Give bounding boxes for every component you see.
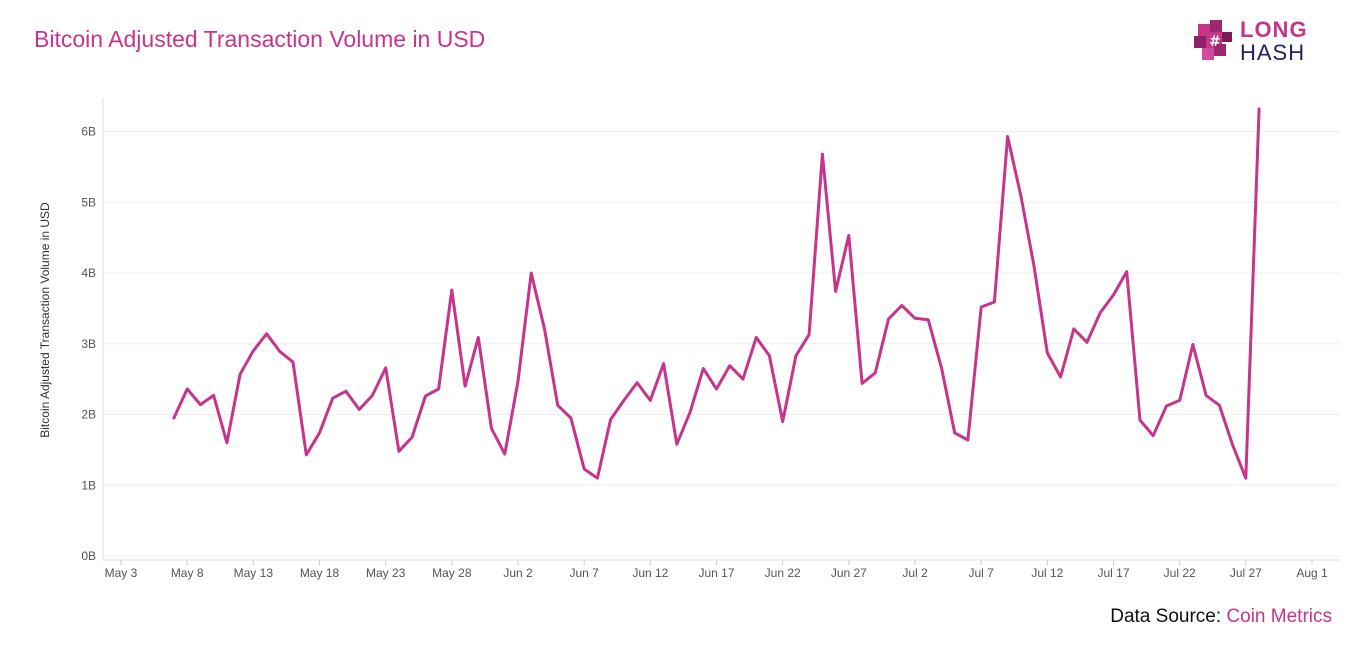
- x-tick-label: Jul 22: [1164, 566, 1196, 580]
- logo-line-2: HASH: [1240, 40, 1306, 65]
- x-tick-label: Jul 17: [1097, 566, 1129, 580]
- x-tick-label: Jul 7: [968, 566, 994, 580]
- cube-hash-icon: #: [1194, 20, 1232, 60]
- data-source-name: Coin Metrics: [1226, 606, 1332, 627]
- svg-text:#: #: [1209, 34, 1221, 50]
- logo-line-1: LONG: [1240, 17, 1308, 42]
- grid-lines: [103, 131, 1340, 557]
- y-tick-label: 4B: [81, 266, 96, 280]
- x-tick-label: Jun 12: [632, 566, 668, 580]
- x-tick-label: Jun 27: [831, 566, 867, 580]
- y-tick-label: 5B: [81, 195, 96, 209]
- y-tick-label: 0B: [81, 549, 96, 563]
- x-tick-label: May 18: [300, 566, 340, 580]
- x-tick-label: Aug 1: [1296, 566, 1328, 580]
- x-tick-label: May 3: [105, 566, 138, 580]
- data-source-label: Data Source:: [1110, 606, 1222, 627]
- y-axis-label: Bitcoin Adjusted Transaction Volume in U…: [38, 202, 52, 438]
- x-tick-label: Jul 2: [902, 566, 928, 580]
- x-tick-label: May 8: [171, 566, 204, 580]
- x-tick-label: Jun 2: [503, 566, 533, 580]
- x-tick-label: Jun 7: [569, 566, 599, 580]
- series-line: [172, 107, 1261, 480]
- y-axis-ticks: 0B 1B 2B 3B 4B 5B 6B: [81, 125, 96, 564]
- x-tick-label: Jul 27: [1230, 566, 1262, 580]
- x-tick-label: Jul 12: [1031, 566, 1063, 580]
- x-tick-label: May 28: [432, 566, 472, 580]
- x-axis-ticks: May 3 May 8 May 13 May 18 May 23 May 28 Jun 2 J…: [105, 560, 1328, 580]
- y-tick-label: 2B: [81, 408, 96, 422]
- x-tick-label: Jun 17: [698, 566, 734, 580]
- logo-wordmark: LONG HASH: [1240, 18, 1308, 64]
- y-tick-label: 3B: [81, 337, 96, 351]
- x-tick-label: Jun 22: [765, 566, 801, 580]
- x-tick-label: May 23: [366, 566, 406, 580]
- y-tick-label: 6B: [81, 125, 96, 139]
- longhash-logo: # LONG HASH: [1192, 18, 1322, 68]
- chart-title: Bitcoin Adjusted Transaction Volume in U…: [34, 26, 486, 52]
- data-source: Data Source: Coin Metrics: [1110, 606, 1332, 628]
- y-tick-label: 1B: [81, 478, 96, 492]
- x-tick-label: May 13: [234, 566, 274, 580]
